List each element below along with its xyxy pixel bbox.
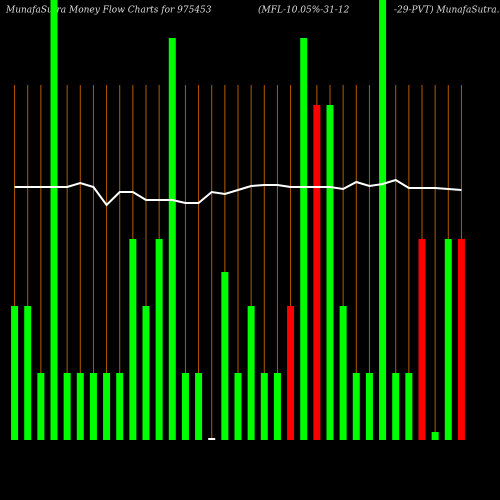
bar bbox=[89, 373, 97, 440]
bar bbox=[379, 0, 387, 440]
bar bbox=[313, 105, 321, 440]
chart-title: -29-PVT) MunafaSutra.com bbox=[394, 5, 500, 16]
bar bbox=[50, 0, 58, 440]
bar bbox=[260, 373, 268, 440]
bar bbox=[76, 373, 84, 440]
bar bbox=[63, 373, 71, 440]
money-flow-line bbox=[14, 178, 462, 207]
chart-title: (MFL-10.05%-31-12 bbox=[258, 5, 350, 16]
bar bbox=[287, 306, 295, 440]
bar bbox=[405, 373, 413, 440]
bar bbox=[431, 432, 439, 440]
bar bbox=[273, 373, 281, 440]
bar bbox=[24, 306, 32, 440]
bar bbox=[326, 105, 334, 440]
bar bbox=[300, 38, 308, 440]
bar bbox=[103, 373, 111, 440]
bar bbox=[37, 373, 45, 440]
bar bbox=[142, 306, 150, 440]
bar bbox=[457, 239, 465, 440]
bar bbox=[444, 239, 452, 440]
bar bbox=[195, 373, 203, 440]
bar bbox=[11, 306, 19, 440]
bar bbox=[365, 373, 373, 440]
bar bbox=[208, 438, 216, 440]
bar bbox=[181, 373, 189, 440]
bar bbox=[339, 306, 347, 440]
bar bbox=[116, 373, 124, 440]
bar bbox=[418, 239, 426, 440]
bar bbox=[155, 239, 163, 440]
bar bbox=[221, 272, 229, 440]
bar bbox=[168, 38, 176, 440]
bar bbox=[129, 239, 137, 440]
bar bbox=[392, 373, 400, 440]
bar bbox=[234, 373, 242, 440]
chart-title: MunafaSutra Money Flow Charts for 975453 bbox=[5, 6, 212, 16]
bar bbox=[352, 373, 360, 440]
bar bbox=[247, 306, 255, 440]
